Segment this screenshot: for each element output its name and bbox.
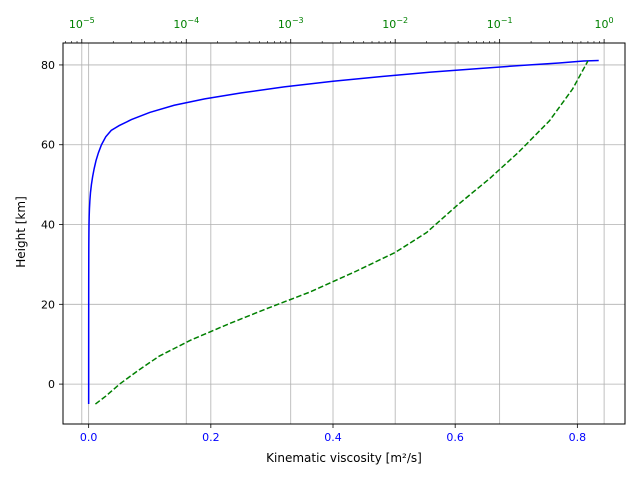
y-axis-left: 0 20 40 60 80 <box>41 59 63 391</box>
grid-lines <box>63 43 625 424</box>
x-axis-top: 10−5 10−4 10−3 10−2 10−1 100 <box>65 16 614 43</box>
x-tick-label: 0.8 <box>569 431 587 444</box>
x-tick-label: 0.4 <box>324 431 342 444</box>
top-tick-label: 10−3 <box>278 16 304 31</box>
y-tick-label: 20 <box>41 298 55 311</box>
top-tick-label: 10−5 <box>69 16 95 31</box>
x-tick-label: 0.0 <box>80 431 98 444</box>
y-tick-label: 80 <box>41 59 55 72</box>
x-tick-label: 0.2 <box>202 431 220 444</box>
top-tick-label: 100 <box>595 16 614 31</box>
y-tick-label: 0 <box>48 378 55 391</box>
y-tick-label: 60 <box>41 139 55 152</box>
top-tick-label: 10−2 <box>382 16 408 31</box>
plot-frame <box>62 42 626 425</box>
series-line-dashed <box>94 60 589 405</box>
x-tick-label: 0.6 <box>446 431 464 444</box>
x-axis-bottom: 0.0 0.2 0.4 0.6 0.8 <box>80 424 586 444</box>
x-axis-label: Kinematic viscosity [m²/s] <box>266 451 422 465</box>
series-line-solid <box>87 59 599 405</box>
top-tick-label: 10−4 <box>173 16 199 31</box>
y-tick-label: 40 <box>41 219 55 232</box>
series-layer <box>87 59 599 405</box>
top-tick-label: 10−1 <box>487 16 513 31</box>
y-axis-label: Height [km] <box>14 196 28 267</box>
